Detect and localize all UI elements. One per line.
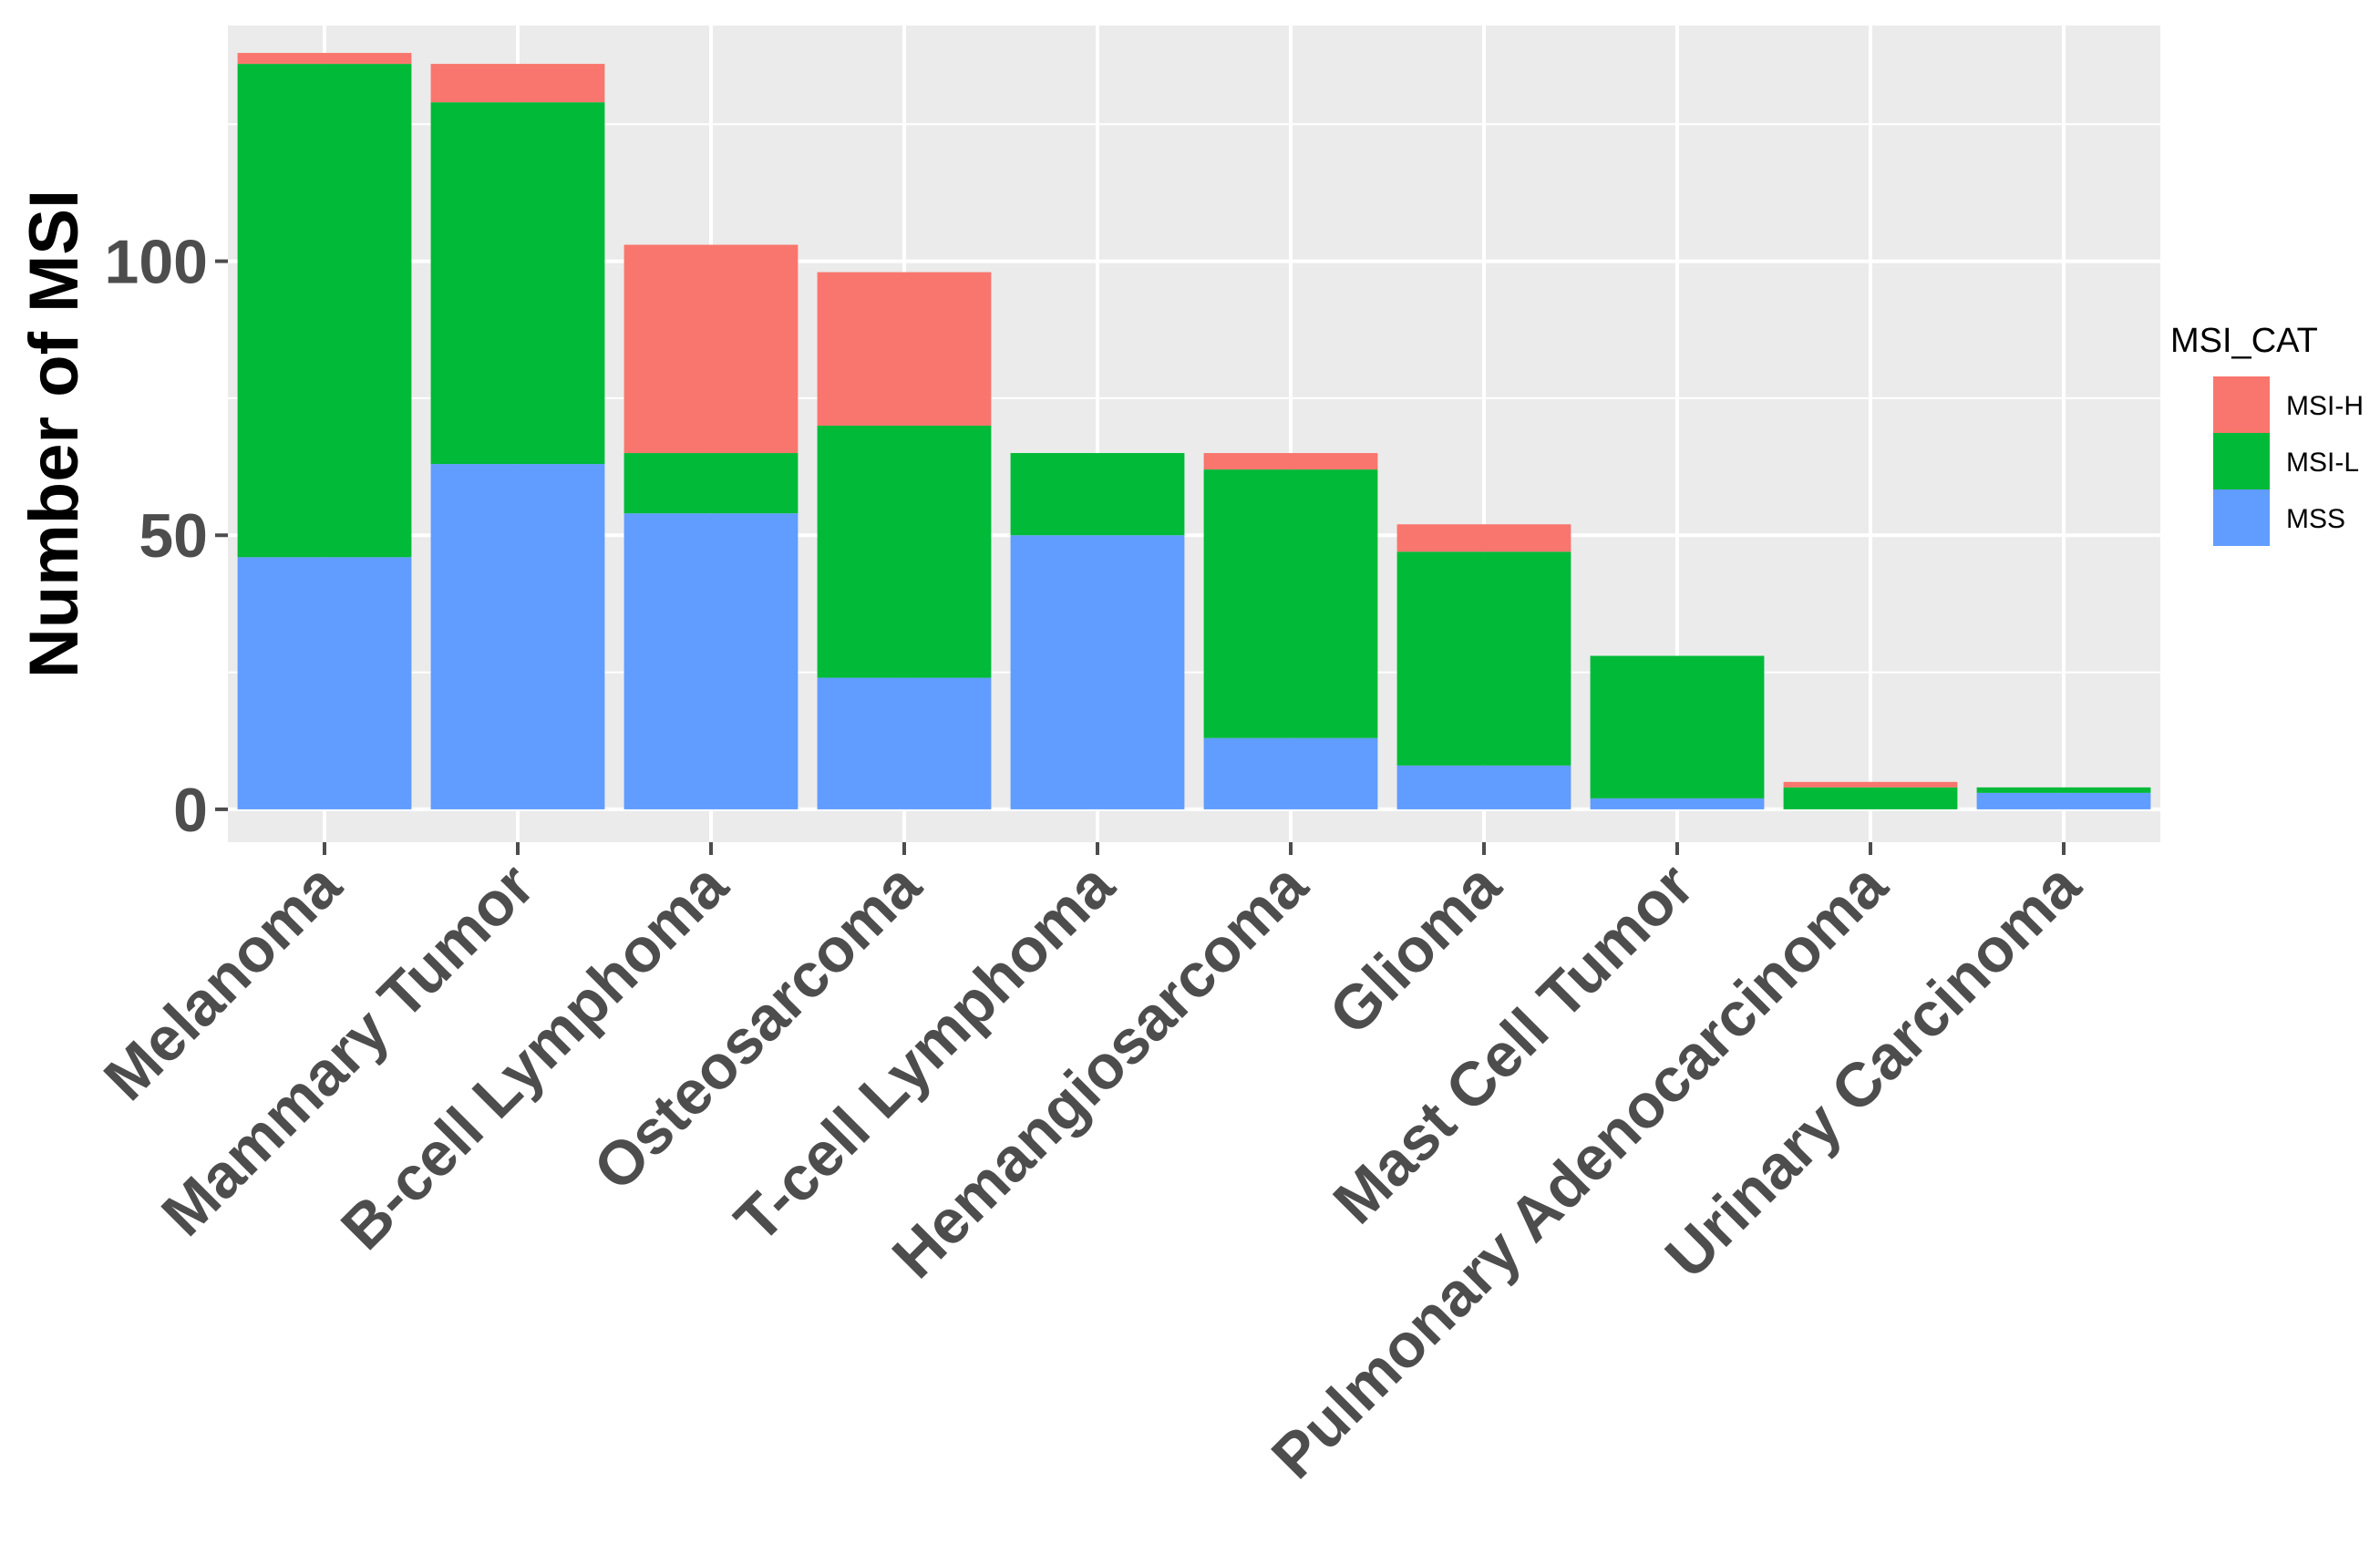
bar-mss-7 xyxy=(1396,765,1571,809)
bar-msi-h-7 xyxy=(1396,524,1571,552)
bar-msi-l-2 xyxy=(430,102,605,465)
y-tick-label: 50 xyxy=(139,501,208,571)
bar-msi-l-6 xyxy=(1203,469,1378,738)
bar-msi-l-8 xyxy=(1590,655,1765,798)
bar-mss-3 xyxy=(623,513,798,809)
y-tick-label: 100 xyxy=(105,228,208,297)
bar-mss-10 xyxy=(1976,792,2151,809)
bar-msi-l-3 xyxy=(623,453,798,514)
bar-msi-l-7 xyxy=(1396,551,1571,766)
bar-msi-l-9 xyxy=(1783,787,1958,809)
bar-msi-h-4 xyxy=(817,272,992,426)
bar-msi-h-3 xyxy=(623,244,798,454)
legend: MSI_CAT MSI-H MSI-L MSS xyxy=(2170,322,2364,546)
bar-msi-l-10 xyxy=(1976,787,2151,793)
bar-mss-6 xyxy=(1203,737,1378,809)
bar-mss-1 xyxy=(237,557,412,809)
x-tick-label: T-cell Lymphoma xyxy=(722,849,1128,1256)
legend-key-mss xyxy=(2213,489,2270,546)
legend-key-msi-l xyxy=(2213,433,2270,489)
bar-msi-h-6 xyxy=(1203,453,1378,470)
legend-key-msi-h xyxy=(2213,376,2270,433)
bar-mss-4 xyxy=(817,677,992,809)
bar-msi-l-1 xyxy=(237,64,412,558)
x-tick-label: Mast Cell Tumor xyxy=(1320,850,1706,1237)
legend-title: MSI_CAT xyxy=(2170,322,2318,360)
bar-msi-h-1 xyxy=(237,53,412,65)
bar-msi-l-4 xyxy=(817,425,992,678)
bar-msi-h-2 xyxy=(430,64,605,103)
x-tick-label: Glioma xyxy=(1316,849,1515,1048)
y-tick-label: 0 xyxy=(173,776,208,845)
legend-label-mss: MSS xyxy=(2286,504,2345,534)
bars xyxy=(237,53,2151,809)
bar-mss-8 xyxy=(1590,798,1765,809)
y-axis-title: Number of MSI xyxy=(15,190,93,678)
bar-mss-2 xyxy=(430,464,605,809)
x-tick-label: Mammary Tumor xyxy=(149,850,548,1250)
legend-label-msi-h: MSI-H xyxy=(2286,391,2364,421)
bar-mss-5 xyxy=(1010,535,1185,809)
y-axis: 0 50 100 xyxy=(105,228,228,845)
bar-msi-h-9 xyxy=(1783,781,1958,788)
legend-label-msi-l: MSI-L xyxy=(2286,448,2359,478)
bar-msi-l-5 xyxy=(1010,453,1185,536)
x-tick-label: Osteosarcoma xyxy=(581,849,935,1204)
